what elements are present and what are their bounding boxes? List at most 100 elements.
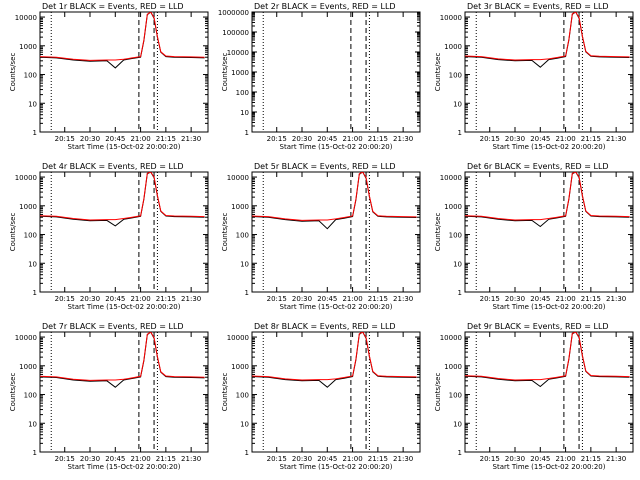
y-tick-label: 10	[28, 260, 37, 268]
series-line-lld	[40, 172, 205, 221]
series-line-lld	[465, 332, 630, 381]
x-tick-label: 21:30	[181, 455, 201, 463]
x-tick-label: 20:15	[267, 455, 287, 463]
y-tick-label: 1	[458, 129, 462, 137]
x-tick-label: 21:15	[156, 455, 176, 463]
x-tick-label: 20:30	[80, 135, 100, 143]
plot-frame	[251, 11, 421, 133]
panel-title: Det 9r BLACK = Events, RED = LLD	[467, 322, 609, 331]
x-tick-label: 20:45	[530, 135, 550, 143]
x-tick-label: 20:30	[505, 295, 525, 303]
panel-3: Det 3r BLACK = Events, RED = LLD 1 10 100 10…	[434, 2, 634, 151]
x-tick-label: 20:30	[80, 455, 100, 463]
x-tick-label: 20:45	[530, 455, 550, 463]
x-tick-label: 20:45	[105, 295, 125, 303]
x-tick-label: 21:00	[555, 135, 575, 143]
x-axis-label: Start Time (15-Oct-02 20:00:20)	[493, 463, 606, 471]
x-axis-label: Start Time (15-Oct-02 20:00:20)	[493, 143, 606, 151]
panel-2: Det 2r BLACK = Events, RED = LLD 1 10 100 10…	[218, 2, 421, 151]
y-tick-label: 100	[449, 392, 462, 400]
y-tick-label: 100	[449, 72, 462, 80]
x-tick-label: 21:00	[342, 455, 362, 463]
series-line-events	[252, 172, 417, 230]
panel-title: Det 5r BLACK = Events, RED = LLD	[254, 162, 396, 171]
y-axis-label: Counts/sec	[434, 373, 442, 412]
y-tick-label: 10	[240, 109, 249, 117]
x-tick-label: 21:00	[342, 295, 362, 303]
y-tick-label: 10000	[440, 334, 462, 342]
x-tick-label: 20:45	[105, 135, 125, 143]
y-tick-label: 10000	[15, 174, 37, 182]
y-tick-label: 1	[245, 289, 249, 297]
x-axis-label: Start Time (15-Oct-02 20:00:20)	[68, 143, 181, 151]
x-tick-label: 20:15	[55, 295, 75, 303]
y-tick-label: 10	[453, 420, 462, 428]
x-tick-label: 21:00	[555, 455, 575, 463]
y-tick-label: 10000	[227, 334, 249, 342]
x-tick-label: 21:30	[606, 135, 626, 143]
x-tick-label: 21:30	[393, 135, 413, 143]
x-tick-label: 21:15	[156, 295, 176, 303]
x-tick-label: 20:45	[105, 455, 125, 463]
panel-5: Det 5r BLACK = Events, RED = LLD 1 10 100 10…	[221, 162, 421, 311]
x-axis-label: Start Time (15-Oct-02 20:00:20)	[493, 303, 606, 311]
x-tick-label: 20:30	[292, 295, 312, 303]
y-tick-label: 1000	[231, 69, 249, 77]
y-axis-label: Counts/sec	[434, 53, 442, 92]
plot-frame	[464, 171, 634, 293]
plot-frame	[464, 11, 634, 133]
x-tick-label: 20:15	[267, 135, 287, 143]
y-tick-label: 10	[453, 100, 462, 108]
y-tick-label: 1000	[19, 43, 37, 51]
x-tick-label: 20:15	[55, 455, 75, 463]
x-tick-label: 20:15	[480, 455, 500, 463]
panel-title: Det 8r BLACK = Events, RED = LLD	[254, 322, 396, 331]
x-tick-label: 20:15	[267, 295, 287, 303]
x-tick-label: 21:15	[368, 295, 388, 303]
panel-title: Det 7r BLACK = Events, RED = LLD	[42, 322, 184, 331]
y-axis-label: Counts/sec	[221, 213, 229, 252]
y-tick-label: 10000	[227, 49, 249, 57]
x-tick-label: 20:15	[480, 135, 500, 143]
x-tick-label: 21:15	[368, 455, 388, 463]
y-tick-label: 1000	[444, 203, 462, 211]
x-axis-label: Start Time (15-Oct-02 20:00:20)	[280, 143, 393, 151]
plot-frame	[251, 331, 421, 453]
x-axis-label: Start Time (15-Oct-02 20:00:20)	[68, 303, 181, 311]
x-tick-label: 21:30	[181, 135, 201, 143]
y-axis-label: Counts/sec	[434, 213, 442, 252]
series-line-lld	[465, 172, 630, 221]
y-tick-label: 10000	[440, 174, 462, 182]
y-tick-label: 10000	[15, 334, 37, 342]
y-tick-label: 1	[458, 289, 462, 297]
panel-8: Det 8r BLACK = Events, RED = LLD 1 10 100 10…	[221, 322, 421, 471]
plot-frame	[464, 331, 634, 453]
y-tick-label: 1	[33, 289, 37, 297]
y-tick-label: 1000	[444, 43, 462, 51]
x-tick-label: 21:15	[581, 295, 601, 303]
y-tick-label: 1000	[444, 363, 462, 371]
x-tick-label: 21:00	[130, 135, 150, 143]
y-tick-label: 1000	[19, 203, 37, 211]
x-tick-label: 21:00	[130, 455, 150, 463]
x-tick-label: 21:30	[181, 295, 201, 303]
plot-frame	[39, 331, 209, 453]
y-tick-label: 10000	[15, 14, 37, 22]
plot-frame	[251, 171, 421, 293]
plot-frame	[39, 171, 209, 293]
x-tick-label: 21:30	[393, 295, 413, 303]
x-tick-label: 21:15	[368, 135, 388, 143]
series-line-lld	[252, 172, 417, 221]
plot-frame	[39, 11, 209, 133]
panel-4: Det 4r BLACK = Events, RED = LLD 1 10 100 10…	[9, 162, 209, 311]
y-tick-label: 10	[240, 420, 249, 428]
y-tick-label: 10	[28, 100, 37, 108]
x-tick-label: 20:45	[317, 455, 337, 463]
y-tick-label: 1	[245, 129, 249, 137]
x-tick-label: 20:15	[480, 295, 500, 303]
y-tick-label: 1000	[19, 363, 37, 371]
x-tick-label: 20:45	[317, 135, 337, 143]
x-axis-label: Start Time (15-Oct-02 20:00:20)	[68, 463, 181, 471]
x-tick-label: 20:45	[317, 295, 337, 303]
panel-title: Det 3r BLACK = Events, RED = LLD	[467, 2, 609, 11]
